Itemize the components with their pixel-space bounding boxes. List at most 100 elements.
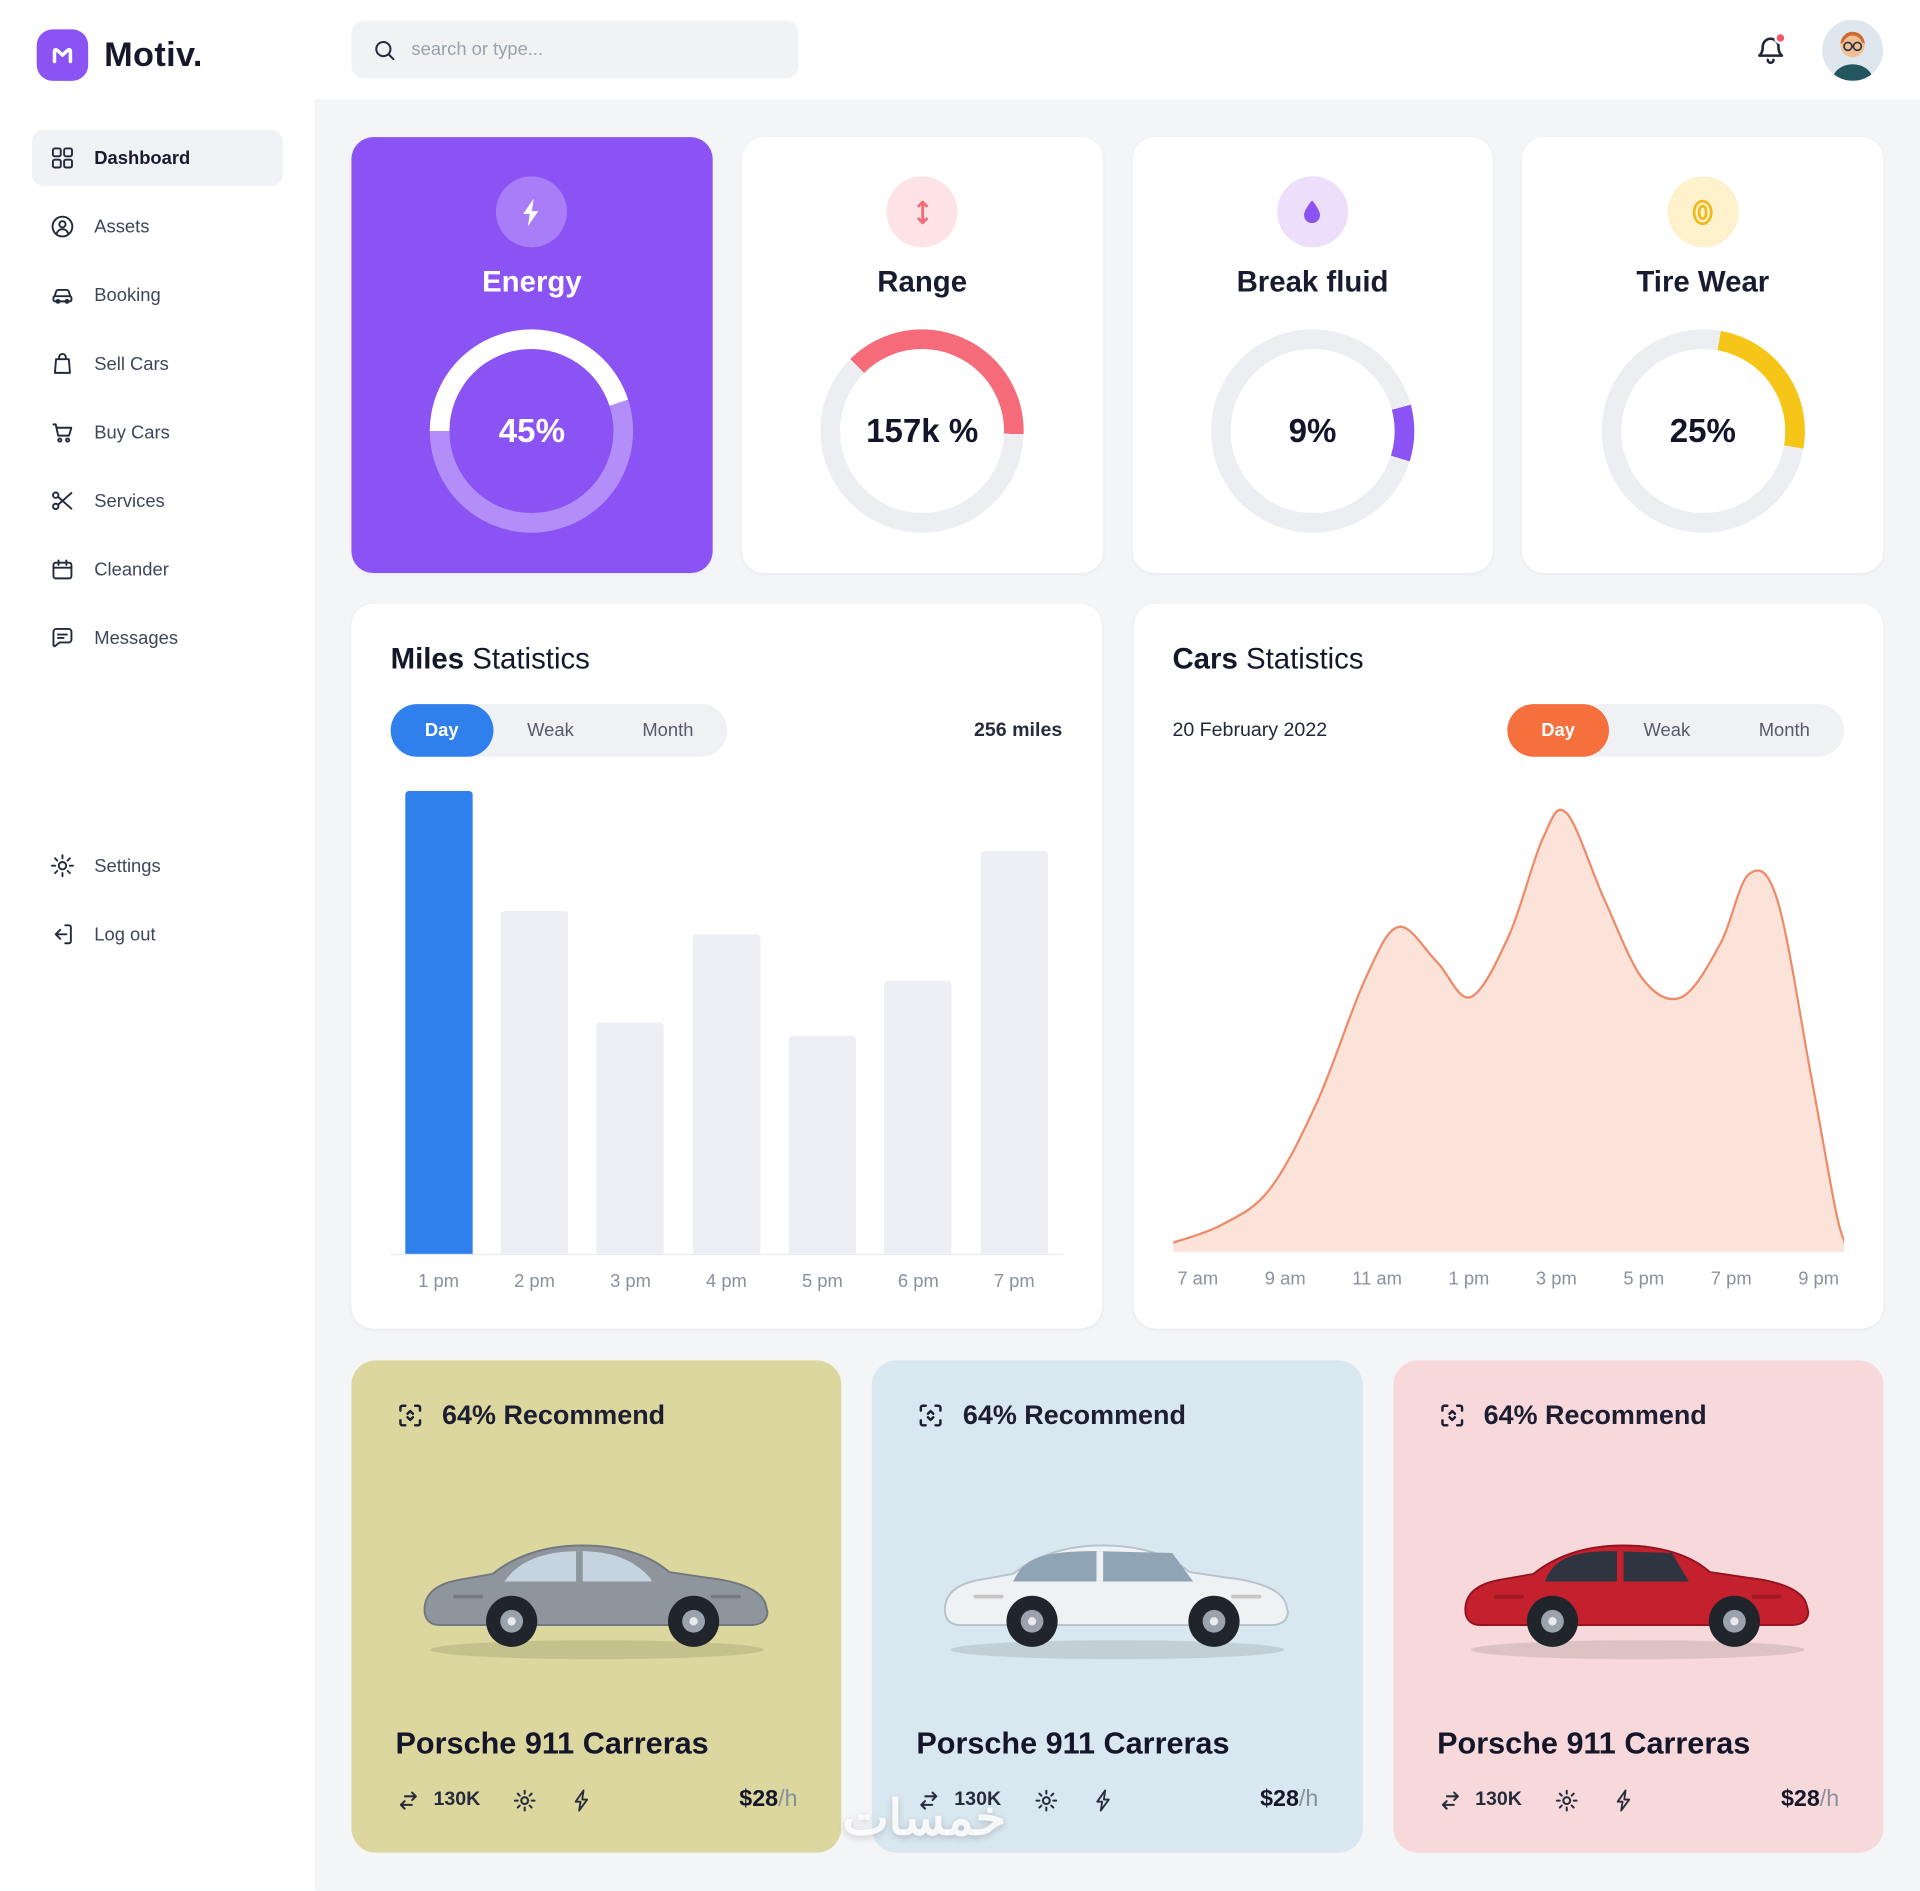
topbar [314, 0, 1920, 100]
nav-label: Log out [94, 923, 156, 945]
mileage-group: 130K [916, 1787, 1001, 1813]
sidebar-item-dashboard[interactable]: Dashboard [31, 129, 283, 187]
bar-3-pm[interactable] [596, 1022, 665, 1254]
user-avatar[interactable] [1822, 18, 1884, 81]
sidebar-item-assets[interactable]: Assets [32, 198, 283, 254]
tab-day[interactable]: Day [1506, 704, 1610, 757]
sidebar-item-booking[interactable]: Booking [32, 267, 283, 323]
cars-statistics-title: Cars Statistics [1172, 643, 1844, 677]
notification-bell-icon[interactable] [1753, 31, 1787, 66]
calendar-icon [49, 556, 76, 583]
stat-title: Energy [482, 265, 582, 299]
mileage-value: 130K [1475, 1788, 1522, 1810]
bolt-icon [496, 176, 568, 248]
sidebar-item-sell-cars[interactable]: Sell Cars [32, 336, 283, 392]
flash-icon [1091, 1787, 1117, 1813]
stat-donut: 157k % [820, 329, 1024, 533]
recommend-car-card-3[interactable]: 64% Recommend Porsche 911 Carreras 130K $28… [1393, 1360, 1884, 1853]
sidebar-item-settings[interactable]: Settings [32, 838, 283, 894]
title-rest: Statistics [464, 642, 590, 676]
price: $28/h [1260, 1787, 1318, 1814]
total-miles-label: 256 miles [974, 719, 1063, 741]
bar-7-pm[interactable] [980, 851, 1048, 1254]
tab-month[interactable]: Month [1724, 704, 1844, 757]
bar-2-pm[interactable] [500, 911, 569, 1254]
sidebar-footer-nav: Settings Log out [0, 838, 315, 963]
stat-value: 25% [1669, 412, 1736, 449]
sidebar-item-messages[interactable]: Messages [32, 610, 283, 666]
car-image [396, 1431, 798, 1726]
sidebar: Motiv. Dashboard Assets Booking Sell Cars Bu… [0, 0, 315, 1891]
tab-weak[interactable]: Weak [1609, 704, 1724, 757]
car-illustration [423, 1543, 769, 1659]
sidebar-item-log-out[interactable]: Log out [32, 906, 283, 962]
x-tick-label: 3 pm [1535, 1268, 1577, 1290]
miles-period-tabs: Day Weak Month [390, 704, 728, 757]
flash-icon [570, 1787, 596, 1813]
area-line [1172, 808, 1845, 1244]
bar-slot [870, 791, 967, 1256]
car-meta-row: 130K $28/h [396, 1787, 798, 1814]
recommend-badge: 64% Recommend [962, 1399, 1186, 1431]
miles-controls: Day Weak Month 256 miles [390, 704, 1063, 757]
motiv-logo-icon[interactable] [36, 29, 89, 81]
tab-day[interactable]: Day [390, 704, 493, 757]
area-fill [1172, 809, 1845, 1252]
stat-card-range[interactable]: Range 157k % [741, 137, 1103, 574]
price-value: $28 [1260, 1786, 1299, 1813]
nav-label: Settings [94, 855, 161, 877]
x-tick-label: 9 pm [1798, 1268, 1840, 1290]
x-tick-label: 5 pm [801, 1271, 843, 1292]
stat-title: Range [877, 265, 968, 299]
stat-value: 9% [1288, 412, 1337, 449]
car-name: Porsche 911 Carreras [1437, 1726, 1751, 1761]
nav-label: Cleander [94, 558, 169, 580]
bar-5-pm[interactable] [788, 1036, 857, 1254]
tab-month[interactable]: Month [608, 704, 728, 757]
stat-donut: 45% [430, 329, 634, 533]
gear-icon [1033, 1787, 1059, 1813]
search-input[interactable] [411, 39, 779, 61]
car-meta-row: 130K $28/h [1437, 1787, 1839, 1814]
x-tick-label: 2 pm [514, 1271, 555, 1292]
topbar-right [1753, 18, 1884, 81]
settings-icon [49, 852, 76, 879]
stat-card-energy[interactable]: Energy 45% [351, 137, 713, 574]
miles-statistics-title: Miles Statistics [391, 643, 1063, 677]
bar-6-pm[interactable] [884, 980, 953, 1254]
cars-period-tabs: Day Weak Month [1506, 704, 1845, 757]
stat-card-break-fluid[interactable]: Break fluid 9% [1132, 137, 1493, 574]
tire-icon [1667, 176, 1739, 248]
bar-slot [582, 791, 679, 1256]
booking-icon [49, 282, 76, 309]
sidebar-nav: Dashboard Assets Booking Sell Cars Buy Cars S… [0, 129, 315, 666]
bar-column: 2 pm [486, 791, 583, 1292]
transfer-icon [1437, 1787, 1463, 1813]
brand-name: Motiv. [104, 35, 203, 74]
search-box[interactable] [351, 20, 799, 79]
sidebar-item-buy-cars[interactable]: Buy Cars [32, 404, 283, 460]
sidebar-item-services[interactable]: Services [32, 473, 283, 529]
gear-icon [1554, 1787, 1580, 1813]
price-value: $28 [739, 1786, 779, 1813]
flash-icon [1611, 1787, 1637, 1813]
buy-cars-icon [49, 419, 76, 446]
services-icon [49, 487, 76, 514]
recommend-car-card-2[interactable]: 64% Recommend Porsche 911 Carreras 130K $28… [872, 1360, 1363, 1853]
recommend-car-card-1[interactable]: 64% Recommend Porsche 911 Carreras 130K $28… [351, 1360, 842, 1853]
bar-1-pm[interactable] [404, 791, 473, 1254]
stat-card-tire-wear[interactable]: Tire Wear 25% [1522, 137, 1884, 574]
sidebar-item-cleander[interactable]: Cleander [32, 541, 283, 597]
miles-statistics-card: Miles Statistics Day Weak Month 256 miles … [351, 603, 1102, 1329]
search-icon [371, 36, 398, 63]
nav-label: Buy Cars [94, 421, 170, 443]
stat-value: 157k % [866, 412, 979, 449]
stat-donut: 9% [1210, 329, 1415, 533]
bar-4-pm[interactable] [692, 934, 761, 1254]
price: $28/h [739, 1787, 797, 1814]
stat-title: Tire Wear [1636, 265, 1770, 299]
bar-column: 3 pm [582, 791, 679, 1292]
tab-weak[interactable]: Weak [493, 704, 608, 757]
bar-column: 7 pm [966, 791, 1063, 1292]
area-x-axis: 7 am 9 am 11 am 1 pm 3 pm 5 pm 7 pm 9 pm [1172, 1253, 1844, 1290]
